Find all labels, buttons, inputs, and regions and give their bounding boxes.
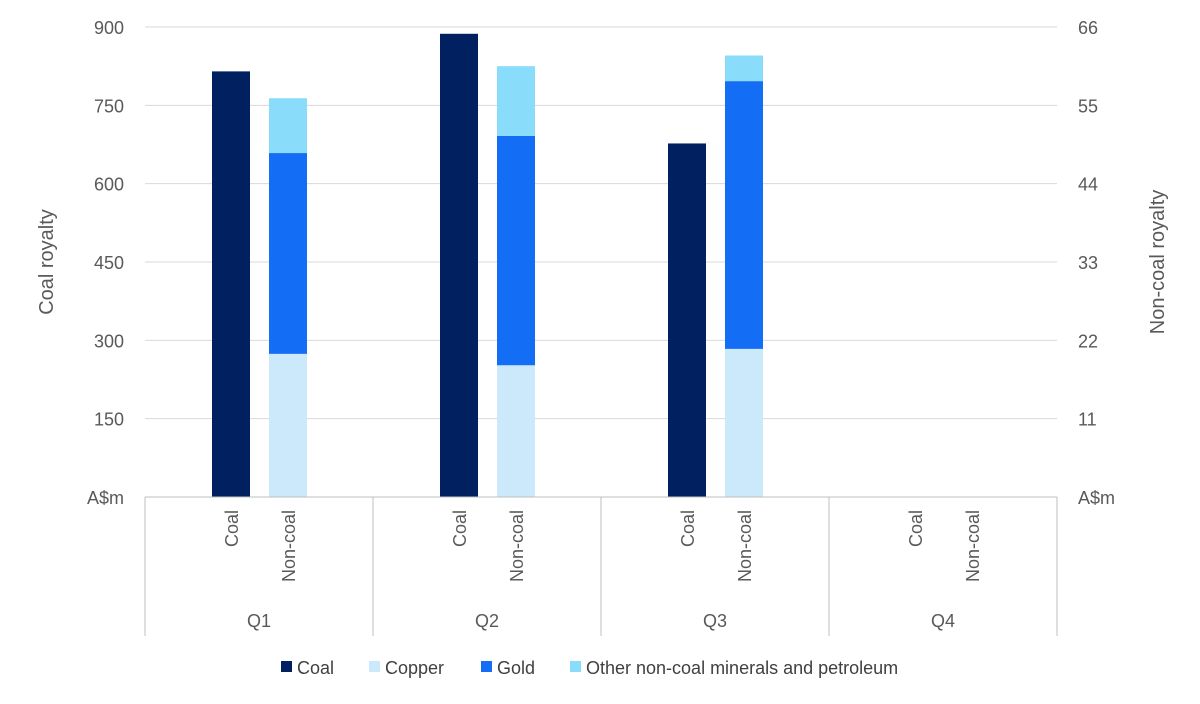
subcategory-label: Coal — [450, 510, 470, 547]
bar-other-non-coal-minerals-and-petroleum — [725, 55, 763, 82]
right-axis-unit-label: A$m — [1078, 488, 1115, 508]
right-tick-label: 33 — [1078, 253, 1098, 273]
bars — [212, 33, 763, 498]
bar-copper — [269, 353, 307, 497]
axes — [144, 496, 1058, 636]
legend-swatch — [369, 661, 380, 672]
bar-copper — [725, 348, 763, 497]
right-tick-label: 55 — [1078, 96, 1098, 116]
subcategory-label: Non-coal — [507, 510, 527, 582]
left-tick-label: 450 — [94, 253, 124, 273]
legend: Coal Copper Gold Other non-coal minerals an… — [281, 658, 898, 678]
left-axis-unit-label: A$m — [87, 488, 124, 508]
subcategory-label: Non-coal — [735, 510, 755, 582]
bar-gold — [725, 81, 763, 349]
subcategory-label: Non-coal — [279, 510, 299, 582]
legend-label: Coal — [297, 658, 334, 678]
left-tick-label: 900 — [94, 18, 124, 38]
right-tick-label: 22 — [1078, 331, 1098, 351]
bar-coal — [212, 71, 250, 497]
group-label: Q3 — [703, 611, 727, 631]
bar-coal — [440, 33, 478, 498]
bar-gold — [497, 135, 535, 366]
bar-copper — [497, 365, 535, 497]
bar-gold — [269, 153, 307, 354]
subcategory-label: Coal — [678, 510, 698, 547]
subcategory-label: Non-coal — [963, 510, 983, 582]
group-label: Q4 — [931, 611, 955, 631]
group-label: Q2 — [475, 611, 499, 631]
subcategory-label: Coal — [906, 510, 926, 547]
left-tick-label: 600 — [94, 175, 124, 195]
right-axis-ticks: 11 22 33 44 55 66 — [1078, 18, 1098, 430]
legend-label: Other non-coal minerals and petroleum — [586, 658, 898, 678]
right-axis-title: Non-coal royalty — [1147, 190, 1169, 335]
legend-swatch — [481, 661, 492, 672]
legend-swatch — [281, 661, 292, 672]
left-tick-label: 150 — [94, 410, 124, 430]
left-tick-label: 750 — [94, 96, 124, 116]
left-axis-title: Coal royalty — [36, 209, 58, 315]
bar-coal — [668, 143, 706, 497]
bar-other-non-coal-minerals-and-petroleum — [269, 98, 307, 154]
legend-label: Gold — [497, 658, 535, 678]
group-label: Q1 — [247, 611, 271, 631]
left-axis-ticks: 150 300 450 600 750 900 — [94, 18, 124, 430]
legend-label: Copper — [385, 658, 444, 678]
right-tick-label: 44 — [1078, 175, 1098, 195]
right-tick-label: 66 — [1078, 18, 1098, 38]
category-labels: Coal Non-coal Q1 Coal Non-coal Q2 Coal Non-coal… — [222, 510, 983, 631]
bar-other-non-coal-minerals-and-petroleum — [497, 66, 535, 136]
right-tick-label: 11 — [1078, 410, 1097, 430]
subcategory-label: Coal — [222, 510, 242, 547]
legend-swatch — [570, 661, 581, 672]
left-tick-label: 300 — [94, 331, 124, 351]
